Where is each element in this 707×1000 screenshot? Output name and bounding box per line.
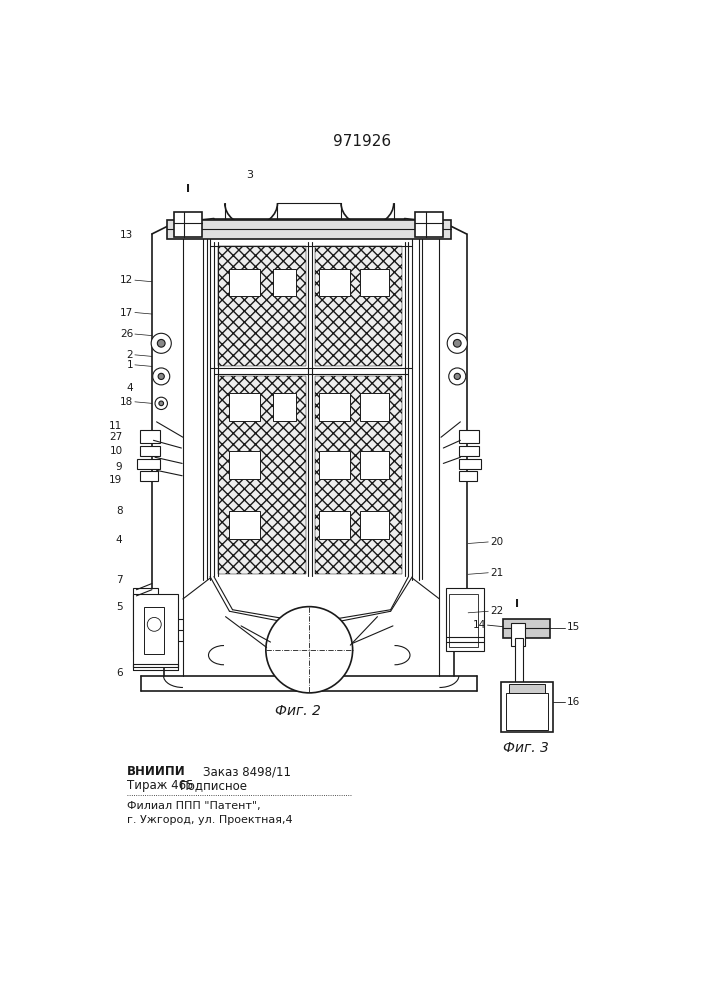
Bar (320, 511, 351, 539)
Bar (230, 511, 260, 539)
Bar (218, 376, 306, 574)
Text: 19: 19 (109, 475, 122, 485)
Circle shape (155, 397, 168, 410)
Text: Фиг. 3: Фиг. 3 (503, 741, 549, 755)
Circle shape (151, 333, 171, 353)
Circle shape (158, 373, 164, 379)
Bar (315, 246, 402, 366)
Text: 2: 2 (127, 350, 134, 360)
Bar (459, 471, 477, 481)
Bar (168, 220, 451, 239)
Bar (509, 684, 545, 693)
Circle shape (153, 368, 170, 385)
Bar (360, 451, 389, 479)
Text: 1: 1 (127, 360, 134, 370)
Bar (139, 471, 158, 481)
Text: 4: 4 (116, 535, 122, 545)
Text: I: I (185, 184, 189, 194)
Circle shape (448, 333, 467, 353)
Circle shape (158, 339, 165, 347)
Bar (273, 393, 296, 421)
Circle shape (449, 368, 466, 385)
Text: ВНИИПИ: ВНИИПИ (127, 765, 186, 778)
Circle shape (453, 339, 461, 347)
Bar (315, 376, 402, 574)
Text: 14: 14 (473, 620, 486, 630)
Text: 11: 11 (109, 421, 122, 431)
Bar (449, 594, 478, 647)
Text: 4: 4 (127, 383, 134, 393)
Bar (360, 511, 389, 539)
Text: Тираж 465: Тираж 465 (127, 779, 194, 792)
Text: 3: 3 (246, 170, 253, 180)
Bar (134, 588, 158, 651)
Text: Заказ 8498/11: Заказ 8498/11 (203, 765, 291, 778)
Text: 5: 5 (116, 602, 122, 612)
Text: I: I (515, 599, 519, 609)
Text: Подписное: Подписное (180, 779, 248, 792)
Text: 17: 17 (120, 308, 134, 318)
Text: 18: 18 (120, 397, 134, 407)
Bar (501, 682, 553, 732)
Bar (174, 212, 201, 237)
Bar (139, 430, 160, 443)
Bar (139, 446, 160, 456)
Circle shape (454, 373, 460, 379)
Bar (320, 269, 351, 296)
Bar (320, 451, 351, 479)
Text: 10: 10 (110, 446, 122, 456)
Bar (230, 451, 260, 479)
Bar (459, 446, 479, 456)
Text: 21: 21 (490, 568, 503, 578)
Text: 9: 9 (116, 462, 122, 472)
Text: 26: 26 (120, 329, 134, 339)
Bar (134, 594, 178, 667)
Text: 27: 27 (109, 432, 122, 442)
Text: 22: 22 (490, 606, 503, 616)
Bar (320, 393, 351, 421)
Text: 8: 8 (116, 506, 122, 516)
Bar (360, 269, 389, 296)
Circle shape (159, 401, 163, 406)
Text: 16: 16 (566, 697, 580, 707)
Text: 13: 13 (120, 231, 134, 240)
Bar (218, 246, 306, 366)
Circle shape (147, 617, 161, 631)
Bar (503, 619, 549, 638)
Bar (515, 638, 523, 684)
Circle shape (266, 607, 353, 693)
Bar (510, 623, 525, 646)
Bar (416, 212, 443, 237)
Text: Фиг. 2: Фиг. 2 (275, 704, 320, 718)
Bar (446, 588, 484, 651)
Text: Филиал ППП "Патент",: Филиал ППП "Патент", (127, 801, 261, 811)
Bar (230, 269, 260, 296)
Bar (230, 393, 260, 421)
Text: 6: 6 (116, 668, 122, 678)
Bar (273, 269, 296, 296)
Bar (144, 607, 164, 654)
Bar (459, 459, 481, 469)
Text: 7: 7 (116, 575, 122, 585)
Bar (360, 393, 389, 421)
Text: 15: 15 (566, 622, 580, 632)
Text: 20: 20 (490, 537, 503, 547)
Text: 971926: 971926 (333, 134, 391, 149)
Bar (506, 693, 548, 730)
Bar (137, 459, 160, 469)
Text: г. Ужгород, ул. Проектная,4: г. Ужгород, ул. Проектная,4 (127, 815, 293, 825)
Text: 12: 12 (120, 275, 134, 285)
Bar (459, 430, 479, 443)
